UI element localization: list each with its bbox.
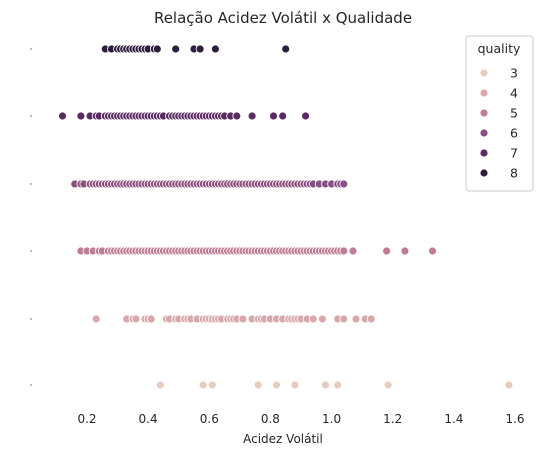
- x-axis-ticks: 0.2 0.4 0.6 0.8 1.0 1.2 1.4 1.6: [77, 412, 524, 426]
- y-tick-mark: [30, 318, 32, 320]
- scatter-point: [76, 111, 86, 121]
- legend-label: 7: [510, 146, 518, 161]
- scatter-point: [351, 314, 361, 324]
- scatter-point: [290, 380, 300, 390]
- scatter-point: [339, 246, 349, 256]
- x-tick-label: 0.2: [77, 412, 96, 426]
- scatter-point: [317, 314, 327, 324]
- scatter-point: [91, 314, 101, 324]
- x-tick-label: 1.4: [444, 412, 463, 426]
- scatter-point: [348, 246, 358, 256]
- scatter-point: [269, 111, 278, 121]
- y-tick-mark: [30, 250, 32, 252]
- legend: quality 3 4 5 6 7 8: [465, 35, 534, 192]
- x-axis-label: Acidez Volátil: [243, 432, 323, 446]
- legend-marker: [479, 88, 489, 98]
- legend-label: 4: [510, 86, 518, 101]
- points-layer: [58, 44, 514, 390]
- y-tick-mark: [30, 48, 32, 50]
- legend-title: quality: [478, 41, 521, 56]
- legend-item: 4: [479, 86, 518, 101]
- scatter-point: [383, 380, 393, 390]
- legend-frame: [465, 35, 534, 192]
- legend-label: 3: [510, 66, 518, 81]
- scatter-point: [198, 380, 208, 390]
- scatter-point: [504, 380, 514, 390]
- scatter-point: [146, 314, 156, 324]
- scatter-point: [210, 44, 220, 54]
- scatter-point: [339, 314, 349, 324]
- legend-marker: [479, 108, 489, 118]
- legend-item: 6: [479, 126, 518, 141]
- scatter-point: [238, 314, 248, 324]
- x-tick-label: 0.6: [200, 412, 219, 426]
- scatter-point: [58, 111, 67, 121]
- scatter-point: [207, 380, 217, 390]
- y-tick-mark: [30, 384, 32, 386]
- scatter-point: [308, 314, 318, 324]
- legend-item: 7: [479, 146, 518, 161]
- scatter-point: [272, 380, 281, 390]
- legend-label: 8: [510, 166, 518, 181]
- scatter-point: [247, 111, 257, 121]
- scatter-point: [339, 179, 349, 189]
- x-tick-label: 1.6: [505, 412, 524, 426]
- scatter-point: [281, 44, 291, 54]
- legend-items: 3 4 5 6 7 8: [479, 66, 518, 181]
- legend-marker: [479, 148, 489, 158]
- scatter-point: [152, 44, 162, 54]
- x-tick-label: 1.0: [322, 412, 341, 426]
- chart-title: Relação Acidez Volátil x Qualidade: [154, 9, 412, 27]
- scatter-point: [382, 246, 392, 256]
- scatter-point: [301, 111, 311, 121]
- scatter-point: [333, 380, 343, 390]
- scatter-point: [428, 246, 437, 256]
- x-tick-label: 0.4: [139, 412, 158, 426]
- scatter-point: [232, 111, 242, 121]
- scatter-point: [155, 380, 165, 390]
- y-tick-marks: [30, 48, 32, 386]
- legend-label: 5: [510, 106, 518, 121]
- scatter-point: [321, 380, 330, 390]
- legend-item: 5: [479, 106, 518, 121]
- scatter-point: [278, 111, 288, 121]
- scatter-point: [366, 314, 376, 324]
- legend-label: 6: [510, 126, 518, 141]
- y-tick-mark: [30, 183, 32, 185]
- scatter-point: [195, 44, 205, 54]
- scatter-point: [253, 380, 263, 390]
- legend-marker: [479, 128, 489, 138]
- y-tick-mark: [30, 115, 32, 117]
- legend-marker: [479, 68, 489, 78]
- legend-marker: [479, 168, 489, 178]
- x-tick-label: 1.2: [383, 412, 402, 426]
- x-tick-label: 0.8: [261, 412, 280, 426]
- legend-item: 3: [479, 66, 518, 81]
- legend-item: 8: [479, 166, 518, 181]
- scatter-point: [131, 314, 141, 324]
- scatter-point: [400, 246, 410, 256]
- scatter-point: [171, 44, 181, 54]
